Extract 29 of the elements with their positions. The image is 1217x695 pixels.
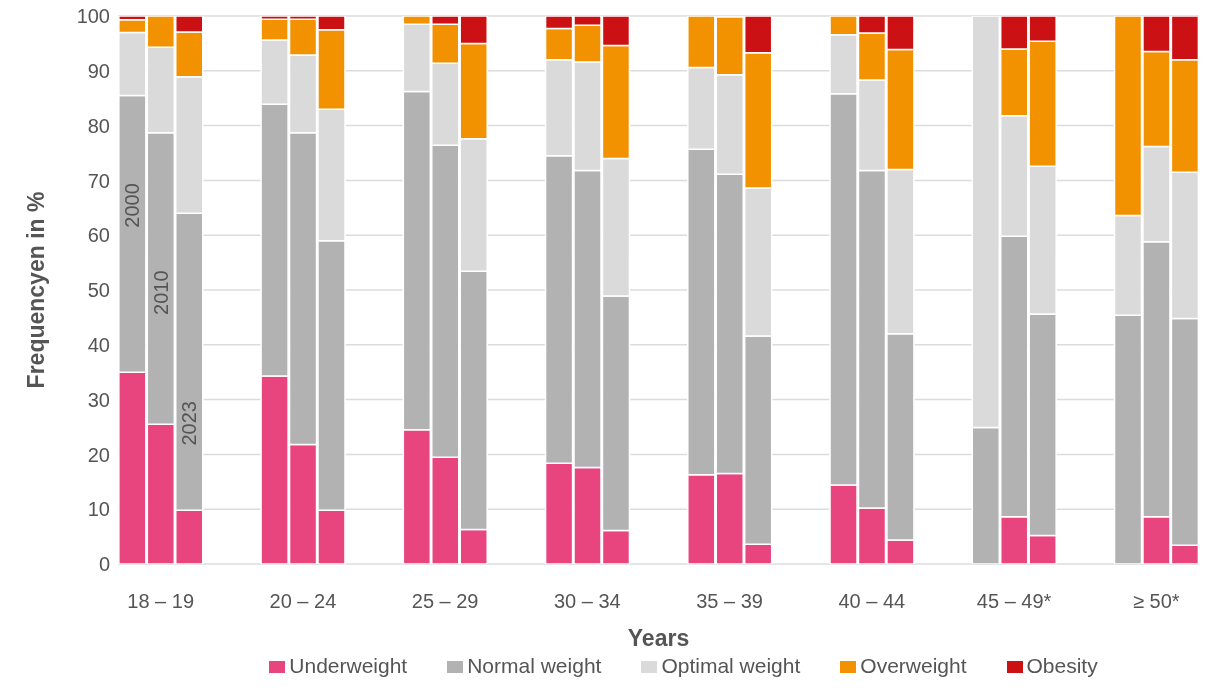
x-tick-label: 40 – 44 (838, 590, 906, 613)
legend-label: Underweight (289, 654, 408, 677)
legend-label: Overweight (860, 654, 967, 677)
y-tick-label: 30 (87, 388, 110, 411)
y-tick-label: 80 (87, 114, 110, 137)
legend-label: Normal weight (467, 654, 602, 677)
x-tick-label: 20 – 24 (269, 590, 337, 613)
y-tick-label: 90 (87, 59, 110, 82)
y-tick-label: 0 (98, 553, 110, 576)
x-tick-label: 18 – 19 (127, 590, 195, 613)
y-tick-label: 20 (87, 443, 110, 466)
x-tick-label: 30 – 34 (554, 590, 621, 613)
annotation: 2000 (121, 183, 144, 228)
y-tick-label: 70 (87, 169, 110, 192)
y-tick-label: 100 (76, 5, 110, 28)
annotation: 2010 (149, 270, 172, 315)
x-axis-title: Years (627, 625, 690, 651)
x-tick-label: 25 – 29 (411, 590, 479, 613)
y-tick-label: 50 (87, 279, 110, 302)
y-tick-label: 60 (87, 224, 110, 247)
x-tick-label: 45 – 49* (976, 590, 1052, 613)
annotation: 2023 (178, 401, 201, 446)
x-tick-label: ≥ 50* (1133, 590, 1180, 613)
y-axis-title: Frequencyen in % (23, 191, 50, 389)
y-tick-label: 40 (87, 333, 110, 356)
legend-label: Optimal weight (661, 654, 801, 677)
legend-label: Obesity (1026, 654, 1098, 677)
y-tick-label: 10 (87, 498, 110, 521)
x-tick-label: 35 – 39 (696, 590, 763, 613)
